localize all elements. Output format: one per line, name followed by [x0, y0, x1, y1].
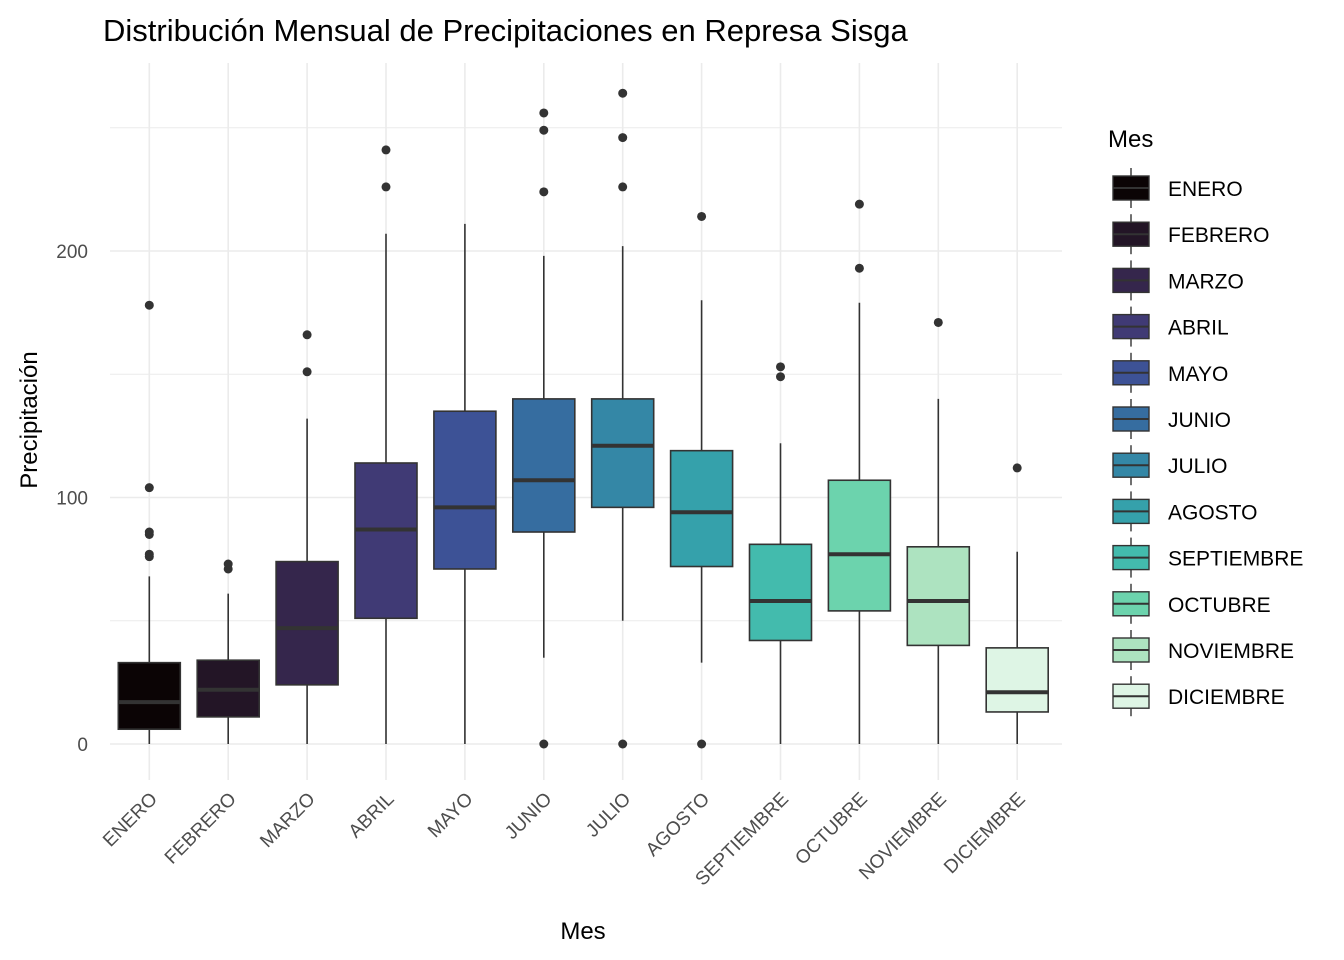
box-marzo	[275, 330, 339, 744]
chart-title: Distribución Mensual de Precipitaciones …	[103, 13, 908, 48]
legend-label: JUNIO	[1168, 409, 1231, 432]
outlier-point	[539, 739, 549, 749]
outlier-point	[618, 133, 628, 143]
outlier-point	[933, 317, 943, 327]
outlier-point	[144, 300, 154, 310]
box-agosto	[669, 211, 734, 749]
legend-item-diciembre: DICIEMBRE	[1112, 676, 1285, 717]
legend-item-agosto: AGOSTO	[1112, 491, 1257, 532]
legend-item-junio: JUNIO	[1112, 399, 1231, 439]
box-iqr	[985, 647, 1050, 713]
x-tick-label: DICIEMBRE	[940, 789, 1030, 879]
box-enero	[117, 300, 182, 744]
outlier-point	[697, 211, 707, 221]
legend-item-octubre: OCTUBRE	[1112, 583, 1271, 624]
legend-label: DICIEMBRE	[1168, 686, 1285, 709]
outlier-point	[776, 372, 785, 382]
x-tick-label: MARZO	[256, 789, 319, 852]
x-tick-label: OCTUBRE	[791, 789, 872, 870]
x-tick-label: ABRIL	[345, 789, 399, 843]
legend-item-noviembre: NOVIEMBRE	[1112, 630, 1294, 670]
legend-label: SEPTIEMBRE	[1168, 548, 1303, 571]
box-iqr	[590, 398, 655, 509]
outlier-point	[144, 527, 154, 537]
legend-label: ABRIL	[1168, 317, 1229, 340]
y-tick-label: 100	[56, 489, 88, 510]
x-axis-title: Mes	[560, 918, 605, 945]
box-iqr	[117, 661, 182, 731]
outlier-point	[302, 367, 312, 377]
box-iqr	[748, 543, 813, 642]
box-febrero	[196, 559, 260, 744]
box-iqr	[669, 449, 734, 568]
box-iqr	[354, 462, 418, 620]
legend-label: ENERO	[1168, 178, 1243, 201]
box-iqr	[906, 545, 971, 647]
x-tick-label: ENERO	[99, 789, 162, 852]
outlier-point	[776, 362, 785, 372]
outlier-point	[144, 483, 154, 493]
legend-item-abril: ABRIL	[1112, 306, 1229, 347]
box-junio	[511, 108, 576, 749]
outlier-point	[1012, 463, 1022, 473]
x-tick-label: JULIO	[582, 789, 635, 842]
outlier-point	[223, 559, 233, 569]
outlier-point	[539, 108, 549, 118]
box-iqr	[827, 479, 892, 612]
box-iqr	[275, 560, 339, 686]
outlier-point	[539, 125, 549, 135]
x-axis-ticks: ENERO FEBRERO MARZO ABRIL MAYO JUNIO JULIO AGOS…	[99, 789, 1030, 890]
box-abril	[354, 145, 418, 744]
legend-label: JULIO	[1168, 455, 1228, 478]
legend-label: NOVIEMBRE	[1168, 640, 1294, 663]
legend-label: MAYO	[1168, 363, 1228, 386]
outlier-point	[539, 187, 549, 197]
legend-label: MARZO	[1168, 270, 1244, 293]
outlier-point	[381, 145, 391, 155]
outlier-point	[302, 330, 312, 340]
y-tick-label: 200	[56, 242, 88, 263]
legend: Mes ENERO FEBRERO MARZO ABRIL MAYO JUNIO JULIO…	[1108, 126, 1303, 717]
x-tick-label: AGOSTO	[642, 789, 714, 861]
legend-label: FEBRERO	[1168, 224, 1270, 247]
y-axis-title: Precipitación	[16, 351, 43, 488]
box-iqr	[511, 398, 576, 533]
box-octubre	[827, 199, 892, 744]
outlier-point	[144, 549, 154, 559]
outlier-point	[618, 739, 628, 749]
box-noviembre	[906, 317, 971, 744]
outlier-point	[697, 739, 707, 749]
x-tick-label: FEBRERO	[161, 789, 241, 869]
outlier-point	[854, 263, 864, 273]
legend-label: AGOSTO	[1168, 501, 1257, 524]
outlier-point	[381, 182, 391, 192]
outlier-point	[618, 182, 628, 192]
x-tick-label: JUNIO	[501, 789, 556, 844]
legend-item-julio: JULIO	[1112, 445, 1228, 486]
legend-item-septiembre: SEPTIEMBRE	[1112, 537, 1303, 578]
box-julio	[590, 88, 655, 749]
x-tick-label: MAYO	[424, 789, 477, 842]
box-mayo	[433, 223, 497, 744]
outlier-point	[854, 199, 864, 209]
legend-title: Mes	[1108, 126, 1153, 153]
legend-item-marzo: MARZO	[1112, 260, 1244, 301]
box-iqr	[433, 410, 497, 570]
box-series	[117, 88, 1050, 749]
legend-label: OCTUBRE	[1168, 594, 1271, 617]
y-tick-label: 0	[77, 735, 88, 756]
box-septiembre	[748, 362, 813, 744]
outlier-point	[618, 88, 628, 98]
legend-item-enero: ENERO	[1112, 168, 1243, 208]
legend-item-mayo: MAYO	[1112, 352, 1228, 393]
y-axis-ticks: 0 100 200	[56, 242, 88, 756]
box-diciembre	[985, 463, 1050, 744]
legend-item-febrero: FEBRERO	[1112, 214, 1270, 255]
